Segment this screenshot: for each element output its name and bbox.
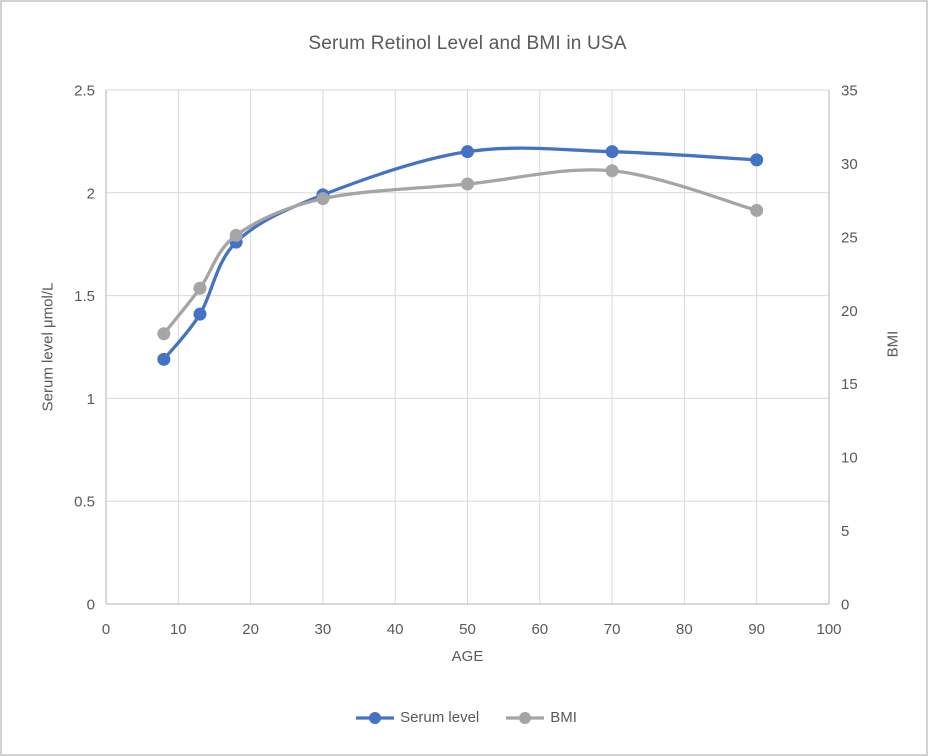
serum-level-line xyxy=(162,146,759,361)
bmi-marker xyxy=(193,281,207,295)
y-left-tick-label: 0 xyxy=(87,597,95,614)
legend-item-serum-level: Serum level xyxy=(355,709,479,726)
y-axis-left-title: Serum level μmol/L xyxy=(39,282,57,412)
bmi-marker xyxy=(157,327,171,341)
x-axis-title: AGE xyxy=(451,648,484,665)
y-right-tick-label: 35 xyxy=(841,83,858,100)
y-right-tick-label: 30 xyxy=(841,156,858,173)
y-left-tick-label: 1.5 xyxy=(74,288,95,305)
bmi-marker xyxy=(750,203,764,217)
x-tick-label: 10 xyxy=(170,621,187,638)
legend: Serum level BMI xyxy=(2,709,926,726)
serum-level-marker xyxy=(605,145,619,159)
y-right-tick-label: 15 xyxy=(841,376,858,393)
bmi-marker xyxy=(605,164,619,178)
chart-title: Serum Retinol Level and BMI in USA xyxy=(308,33,627,54)
x-tick-label: 90 xyxy=(748,621,765,638)
legend-item-bmi: BMI xyxy=(505,709,577,726)
y-left-tick-label: 0.5 xyxy=(74,494,95,511)
bmi-legend-swatch-icon xyxy=(506,711,545,724)
legend-label-bmi: BMI xyxy=(550,709,577,726)
x-tick-label: 0 xyxy=(102,621,110,638)
y-left-tick-label: 2 xyxy=(87,185,95,202)
bmi-line xyxy=(162,168,759,336)
y-axis-right-title: BMI xyxy=(884,330,902,358)
serum-level-marker xyxy=(157,352,171,366)
x-tick-label: 40 xyxy=(387,621,404,638)
y-right-tick-label: 10 xyxy=(841,450,858,467)
y-right-tick-label: 20 xyxy=(841,303,858,320)
x-tick-label: 20 xyxy=(242,621,259,638)
serum-level-marker xyxy=(750,153,764,167)
x-tick-label: 50 xyxy=(459,621,476,638)
y-left-tick-label: 2.5 xyxy=(74,83,95,100)
y-right-tick-label: 0 xyxy=(841,597,849,614)
bmi-marker xyxy=(461,177,474,191)
serum-level-marker xyxy=(193,307,207,321)
bmi-marker xyxy=(316,192,330,206)
y-right-tick-label: 5 xyxy=(841,523,849,540)
serum-level-marker xyxy=(461,145,474,159)
y-right-tick-label: 25 xyxy=(841,229,858,246)
x-tick-label: 80 xyxy=(676,621,693,638)
y-left-tick-label: 1 xyxy=(87,391,95,408)
bmi-marker xyxy=(229,228,243,242)
x-tick-label: 70 xyxy=(604,621,621,638)
x-tick-label: 60 xyxy=(531,621,548,638)
x-tick-label: 30 xyxy=(315,621,332,638)
legend-label-serum-level: Serum level xyxy=(400,709,480,726)
serum-level-legend-swatch-icon xyxy=(356,711,395,724)
x-tick-label: 100 xyxy=(816,621,841,638)
